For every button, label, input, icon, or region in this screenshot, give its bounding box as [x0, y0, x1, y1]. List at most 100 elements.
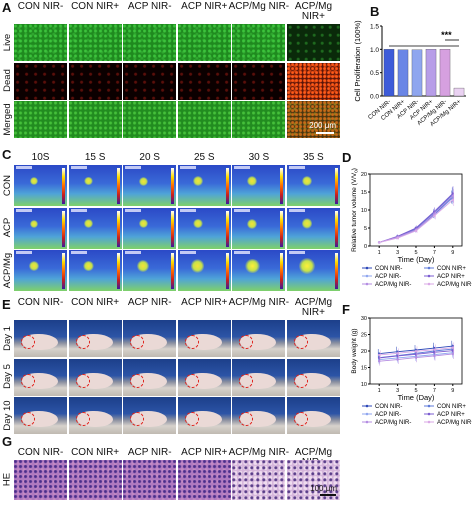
data-point [451, 346, 454, 349]
x-tick-label: 7 [433, 388, 436, 394]
column-label: 15 S [84, 152, 106, 163]
scale-bar [315, 132, 334, 134]
tumor-circle [239, 412, 254, 426]
thermal-header [179, 166, 196, 169]
thermal-colorbar [116, 210, 120, 247]
y-tick-label: 15 [361, 190, 367, 196]
he-stain-image: 100 μm [286, 460, 340, 500]
thermal-colorbar [225, 168, 229, 204]
mouse-photo [123, 320, 177, 357]
tumor-hotspot [247, 218, 258, 229]
legend-label: CON NIR- [375, 266, 402, 272]
mouse-photo [177, 397, 231, 434]
tumor-hotspot [29, 261, 39, 271]
tumor-circle [239, 335, 254, 349]
data-point [378, 353, 381, 357]
tumor-hotspot [83, 260, 94, 272]
legend-marker [427, 266, 431, 270]
row-label: ACP/Mg [1, 252, 13, 288]
tumor-volume-chart: 0 5 10 15 20 1 3 5 7 9 Time (Day) Relative tumor vo… [351, 168, 472, 288]
legend-label: ACP NIR+ [437, 274, 465, 280]
series-line [379, 195, 454, 243]
thermal-image [123, 250, 177, 291]
data-point [433, 212, 436, 215]
data-point [451, 194, 454, 198]
fluorescence-image [232, 101, 286, 138]
thermal-colorbar [171, 253, 175, 289]
row-label: Day 1 [1, 325, 13, 351]
y-tick-label: 1.5 [370, 24, 379, 31]
bar [383, 49, 395, 97]
thermal-image [14, 207, 68, 249]
thermal-image [123, 207, 177, 249]
series-line [379, 193, 454, 243]
thermal-colorbar [225, 253, 229, 289]
thermal-header [234, 166, 251, 169]
he-stain-image [232, 460, 286, 500]
bar [397, 49, 409, 97]
x-tick-label: 5 [414, 250, 417, 256]
thermal-colorbar [116, 168, 120, 204]
he-stain-image [14, 460, 68, 500]
tumor-circle [21, 373, 35, 388]
y-axis-label-end: ) [351, 168, 358, 170]
data-point [414, 350, 418, 353]
panel-g-label: G [2, 434, 13, 449]
data-point [396, 358, 399, 361]
he-stain-image [68, 460, 122, 500]
legend-marker [427, 282, 431, 286]
thermal-header [70, 208, 87, 212]
legend-marker [365, 420, 369, 424]
thermal-colorbar [225, 210, 229, 247]
legend-marker [427, 412, 431, 416]
y-tick-label: 10 [361, 382, 367, 388]
mouse-photo [14, 397, 68, 434]
column-label: ACP NIR- [127, 1, 172, 12]
x-tick-label: 9 [451, 388, 454, 394]
bar [425, 49, 437, 97]
legend-marker [365, 274, 369, 278]
significance-annotation: *** [441, 30, 452, 40]
mouse-photo [68, 358, 122, 396]
thermal-colorbar [116, 253, 120, 289]
y-axis-label: Cell Proliferation (100%) [354, 20, 362, 102]
data-point [396, 352, 399, 355]
data-point [451, 198, 454, 202]
he-stain-image [177, 460, 231, 500]
tumor-hotspot [247, 176, 258, 186]
tumor-circle [184, 373, 199, 388]
legend-label: ACP NIR- [375, 412, 401, 418]
column-label: 10S [31, 152, 50, 163]
tumor-circle [130, 373, 145, 388]
tumor-circle [293, 373, 308, 388]
thermal-image [232, 165, 286, 206]
column-label: ACP/Mg NIR- [228, 1, 290, 12]
row-label: ACP [1, 217, 13, 238]
y-tick-label: 0.5 [370, 70, 379, 77]
data-point [396, 236, 399, 240]
y-axis-label-subscript: 0 [354, 170, 359, 173]
thermal-image [123, 165, 177, 206]
thermal-header [288, 208, 305, 212]
x-tick-label: 7 [433, 250, 436, 256]
legend-label: ACP/Mg NIR+ [437, 420, 472, 426]
x-tick-label: 1 [378, 388, 381, 394]
panel-e-label: E [2, 297, 11, 312]
legend-marker [365, 266, 369, 270]
thermal-colorbar [334, 210, 338, 247]
tumor-circle [21, 335, 35, 349]
mouse-photo [14, 320, 68, 357]
legend-marker [365, 404, 369, 408]
tumor-hotspot [191, 259, 205, 273]
mouse-photo [177, 358, 231, 396]
tumor-hotspot [301, 175, 313, 187]
thermal-header [234, 251, 251, 254]
mouse-photo [286, 397, 340, 434]
column-label: ACP/Mg NIR+ [294, 1, 333, 22]
scale-bar [319, 494, 336, 496]
legend-marker [365, 282, 369, 286]
thermal-image [68, 165, 122, 206]
data-point [433, 348, 436, 351]
thermal-header [288, 251, 305, 254]
column-label: ACP NIR- [127, 297, 172, 308]
